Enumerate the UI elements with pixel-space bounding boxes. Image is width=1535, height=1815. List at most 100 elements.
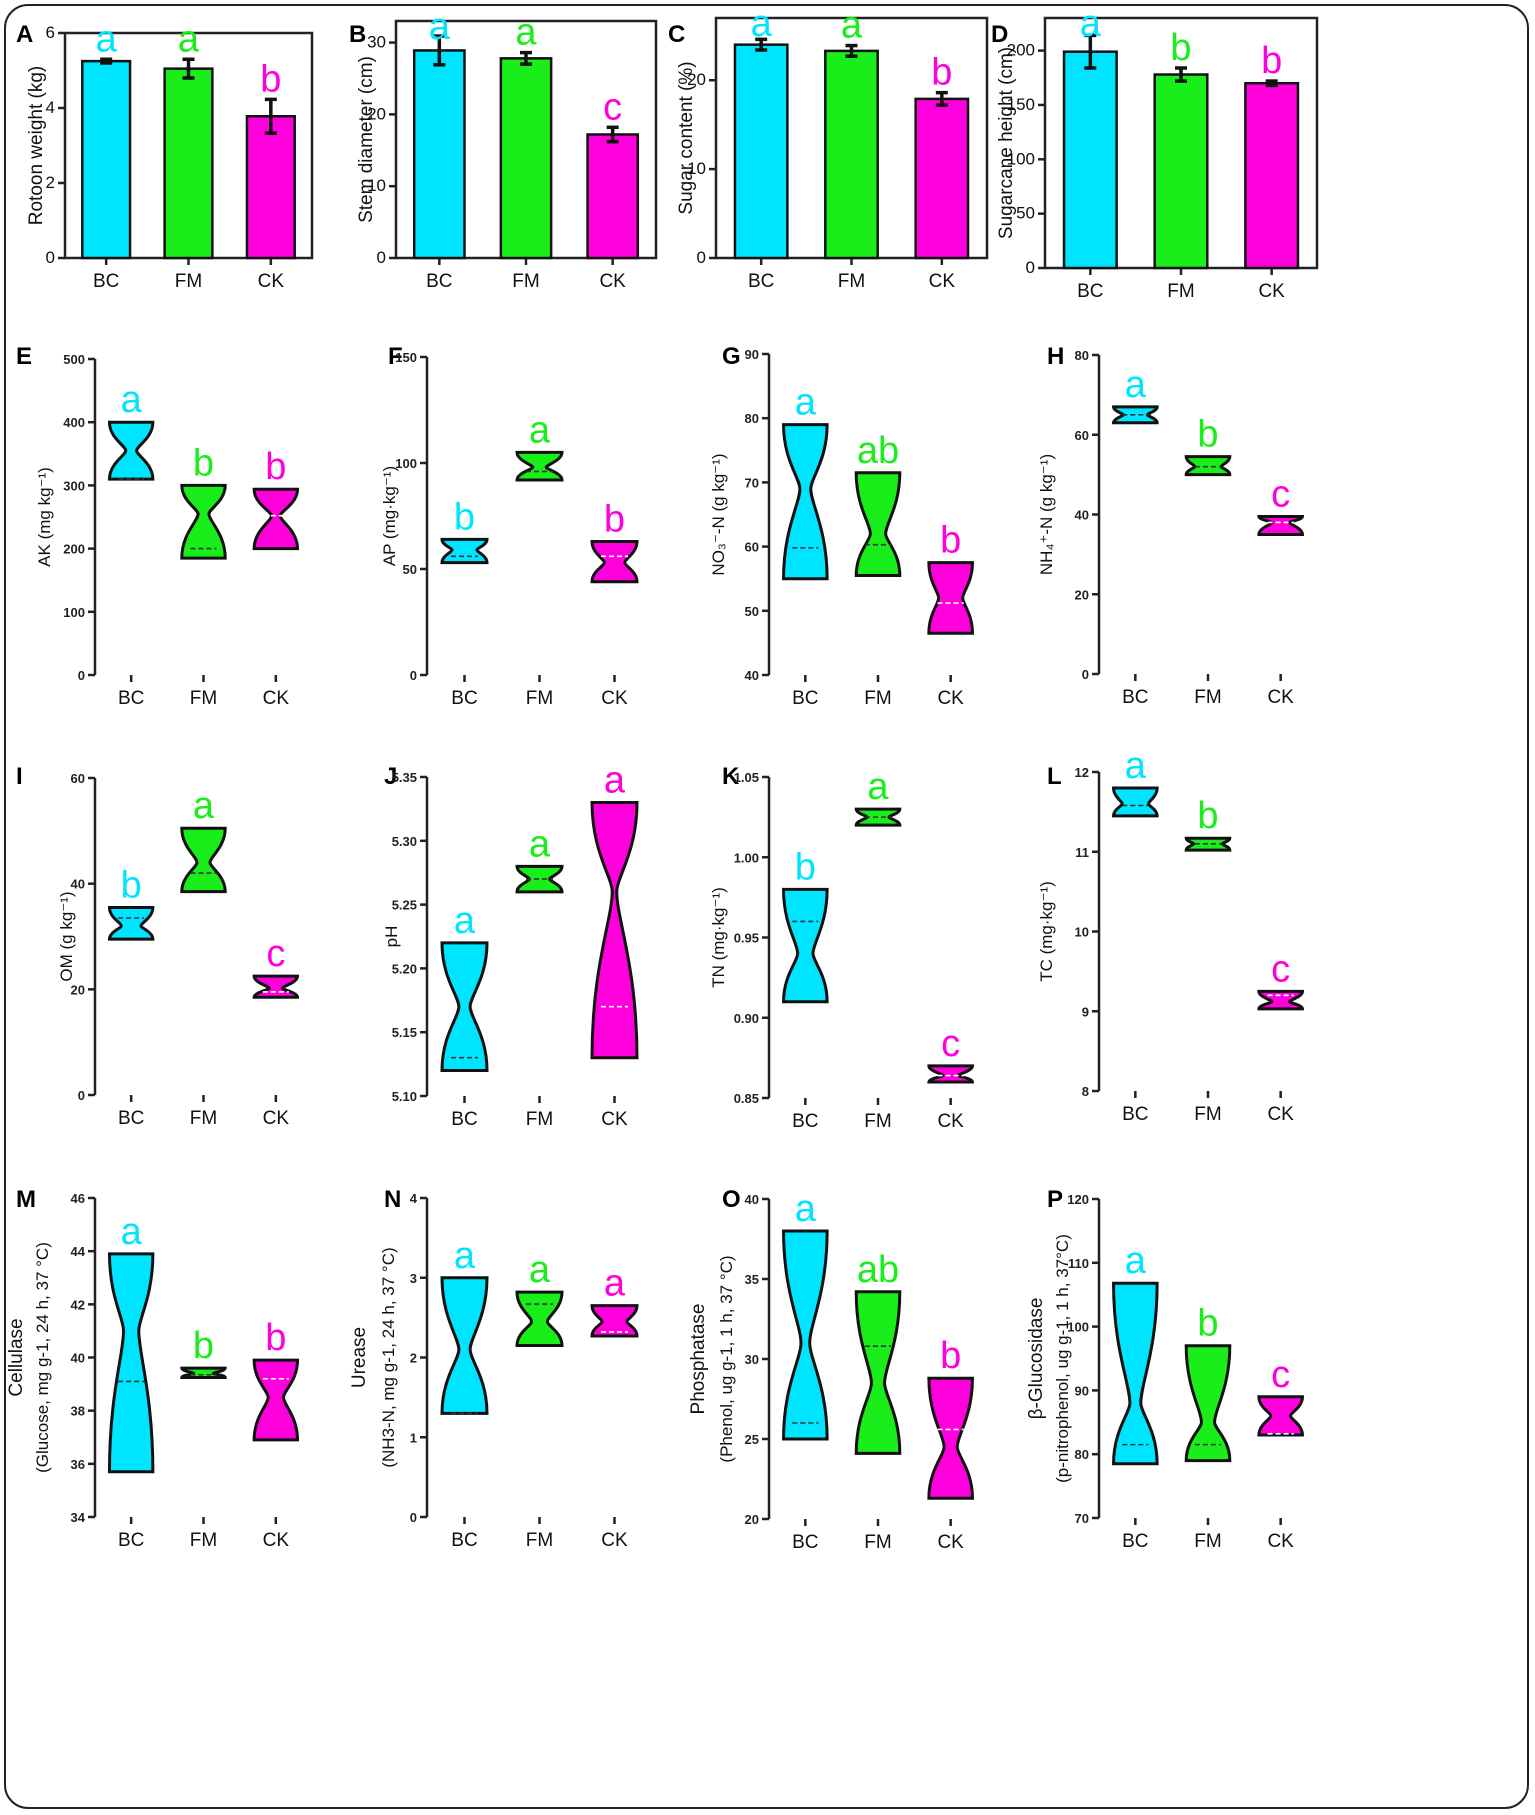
panel-letter: K bbox=[722, 763, 740, 790]
panel-letter: F bbox=[388, 343, 403, 370]
panel-letter: C bbox=[668, 21, 685, 48]
panel-B: B 0 10 20 30 BC FM CK Stem diameter (cm) a a c bbox=[349, 6, 658, 292]
y-tick-label: 90 bbox=[745, 347, 759, 362]
figure-frame: A 0 2 4 6 BC FM CK Rotoon weight (kg) a a b B 0 10 20 30… bbox=[4, 4, 1529, 1809]
significance-letter: b bbox=[940, 520, 961, 562]
significance-letter: b bbox=[1197, 1303, 1218, 1345]
significance-letter: a bbox=[121, 1211, 143, 1253]
violin-fm bbox=[515, 450, 564, 482]
x-tick-label: BC bbox=[426, 271, 452, 292]
violin-fm bbox=[515, 864, 564, 894]
y-axis-label: pH bbox=[382, 926, 401, 948]
violin-fm bbox=[515, 1290, 564, 1348]
y-tick-label: 0 bbox=[1082, 667, 1089, 682]
y-tick-label: 0 bbox=[377, 248, 386, 267]
panel-letter: J bbox=[384, 763, 397, 790]
panel-N: N 0 1 2 3 4 BC FM CK Urease (NH3-N, mg g-1, 24 h, … bbox=[349, 1186, 639, 1551]
y-axis-label: Stem diameter (cm) bbox=[356, 56, 377, 223]
y-tick-label: 1.05 bbox=[734, 770, 759, 785]
panel-letter: B bbox=[349, 21, 366, 48]
x-tick-label: BC bbox=[451, 688, 477, 709]
panel-letter: I bbox=[16, 763, 23, 790]
significance-letter: a bbox=[529, 409, 551, 451]
y-tick-label: 36 bbox=[71, 1457, 85, 1472]
y-tick-label: 12 bbox=[1075, 765, 1089, 780]
significance-letter: b bbox=[454, 496, 475, 538]
violin-fm bbox=[1184, 455, 1232, 477]
significance-letter: c bbox=[266, 933, 285, 975]
y-tick-label: 5.20 bbox=[392, 961, 417, 976]
violin-fm bbox=[180, 826, 227, 894]
y-axis-label: Sugar content (%) bbox=[676, 61, 697, 214]
y-tick-label: 5.10 bbox=[392, 1089, 417, 1104]
y-axis-label-units: (NH3-N, mg g-1, 24 h, 37 °C) bbox=[379, 1247, 398, 1467]
panel-letter: A bbox=[16, 21, 33, 48]
x-tick-label: CK bbox=[937, 688, 964, 709]
violin-ck bbox=[1257, 514, 1304, 536]
y-tick-label: 0 bbox=[410, 668, 417, 683]
significance-letter: a bbox=[604, 1263, 626, 1305]
significance-letter: a bbox=[178, 18, 200, 60]
x-tick-label: CK bbox=[929, 271, 956, 292]
bar-ck bbox=[914, 97, 970, 260]
y-tick-label: 2 bbox=[410, 1351, 417, 1366]
x-tick-label: CK bbox=[263, 1108, 290, 1129]
y-tick-label: 500 bbox=[63, 352, 85, 367]
panel-L: L 8 9 10 11 12 BC FM CK TC (mg·kg⁻¹) a b c bbox=[1037, 745, 1304, 1125]
x-tick-label: FM bbox=[190, 1108, 217, 1129]
x-tick-label: FM bbox=[190, 1530, 217, 1551]
y-tick-label: 4 bbox=[410, 1191, 418, 1206]
x-tick-label: CK bbox=[1258, 281, 1285, 302]
x-tick-label: BC bbox=[1122, 1104, 1148, 1125]
significance-letter: a bbox=[121, 379, 143, 421]
panel-D: D 0 50 100 150 200 BC FM CK Sugarcane height (cm)… bbox=[991, 6, 1319, 302]
y-tick-label: 40 bbox=[745, 1192, 759, 1207]
y-tick-label: 0 bbox=[1026, 258, 1035, 277]
y-tick-label: 5.35 bbox=[392, 770, 417, 785]
x-tick-label: CK bbox=[258, 271, 285, 292]
y-tick-label: 5.30 bbox=[392, 834, 417, 849]
violin-bc bbox=[440, 941, 489, 1072]
violin-ck bbox=[252, 487, 300, 551]
bar-bc bbox=[81, 59, 132, 260]
y-tick-label: 10 bbox=[367, 176, 386, 195]
y-tick-label: 20 bbox=[1075, 587, 1089, 602]
x-tick-label: FM bbox=[1194, 687, 1221, 708]
x-tick-label: BC bbox=[118, 688, 144, 709]
y-tick-label: 400 bbox=[63, 415, 85, 430]
y-axis-label: β-Glucosidase bbox=[1026, 1298, 1047, 1420]
y-tick-label: 5.15 bbox=[392, 1025, 417, 1040]
x-tick-label: CK bbox=[601, 1109, 628, 1130]
significance-letter: b bbox=[604, 498, 625, 540]
significance-letter: b bbox=[940, 1335, 961, 1377]
y-tick-label: 0 bbox=[78, 1088, 85, 1103]
violin-bc bbox=[782, 1229, 829, 1441]
violin-bc bbox=[440, 1276, 489, 1415]
x-tick-label: CK bbox=[937, 1111, 964, 1132]
y-tick-label: 200 bbox=[1007, 41, 1035, 60]
y-tick-label: 80 bbox=[1075, 348, 1089, 363]
significance-letter: b bbox=[1170, 27, 1191, 69]
violin-bc bbox=[1112, 405, 1159, 425]
y-tick-label: 1 bbox=[410, 1430, 417, 1445]
bar-fm bbox=[1153, 73, 1209, 270]
significance-letter: a bbox=[795, 1188, 817, 1230]
panel-letter: E bbox=[16, 343, 32, 370]
x-tick-label: BC bbox=[792, 1111, 818, 1132]
y-tick-label: 40 bbox=[1075, 508, 1089, 523]
y-tick-label: 2 bbox=[46, 173, 55, 192]
y-tick-label: 70 bbox=[745, 475, 759, 490]
bar-fm bbox=[499, 57, 553, 260]
x-tick-label: CK bbox=[937, 1532, 964, 1553]
x-tick-label: CK bbox=[1267, 1104, 1294, 1125]
violin-ck bbox=[590, 1304, 639, 1338]
y-tick-label: 40 bbox=[745, 668, 759, 683]
significance-letter: c bbox=[941, 1023, 960, 1065]
x-tick-label: FM bbox=[526, 1109, 553, 1130]
y-tick-label: 9 bbox=[1082, 1004, 1089, 1019]
x-tick-label: CK bbox=[601, 688, 628, 709]
y-axis-label-units: (p-nitrophenol, ug g-1, 1 h, 37°C) bbox=[1053, 1234, 1072, 1483]
panel-A: A 0 2 4 6 BC FM CK Rotoon weight (kg) a a b bbox=[16, 18, 314, 292]
panel-letter: L bbox=[1047, 763, 1062, 790]
